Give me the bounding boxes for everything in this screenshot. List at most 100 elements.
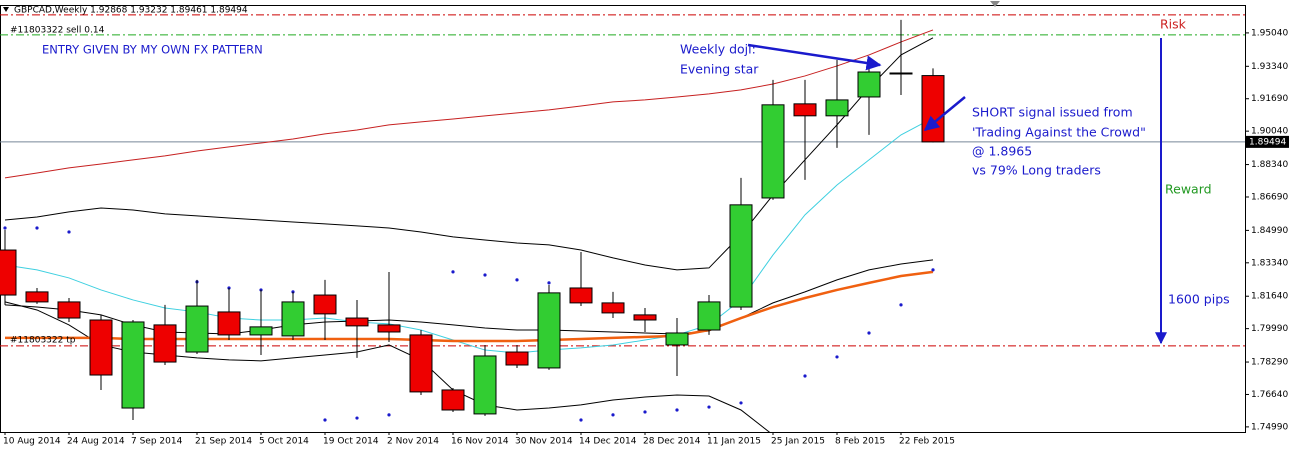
title-icon (3, 7, 9, 12)
arrow (923, 96, 966, 131)
y-tick-label: 1.79990 (1251, 324, 1288, 334)
candle-body (0, 249, 17, 296)
sar-dot (803, 374, 807, 378)
x-tick-label: 30 Nov 2014 (515, 437, 573, 447)
candle-body (825, 99, 849, 117)
sar-dot (355, 416, 359, 420)
annotation: Weekly doji: (680, 42, 756, 57)
candle-body (313, 294, 337, 315)
x-tick-label: 28 Dec 2014 (643, 437, 701, 447)
candle-body (377, 324, 401, 333)
sar-dot (931, 268, 935, 272)
annotation: @ 1.8965 (972, 144, 1032, 159)
annotation: vs 79% Long traders (972, 163, 1101, 178)
x-tick-label: 2 Nov 2014 (387, 437, 439, 447)
sar-dot (707, 405, 711, 409)
order-label: #11803322 sell 0.14 (10, 25, 105, 35)
candle-body (889, 72, 913, 75)
candle-body (633, 314, 657, 321)
x-tick-label: 19 Oct 2014 (323, 437, 379, 447)
x-tick-label: 21 Sep 2014 (195, 437, 252, 447)
labels: GBPCAD,Weekly 1.92868 1.93232 1.89461 1.… (3, 6, 1289, 447)
y-tick-label: 1.83340 (1251, 258, 1288, 268)
candle-body (409, 334, 433, 393)
sar-dot (483, 273, 487, 277)
order-label: #11803322 tp (10, 335, 76, 345)
sar-dot (835, 355, 839, 359)
chart-title: GBPCAD,Weekly 1.92868 1.93232 1.89461 1.… (14, 6, 248, 16)
x-tick-label: 22 Feb 2015 (899, 437, 955, 447)
candle-body (793, 103, 817, 117)
x-tick-label: 24 Aug 2014 (67, 437, 125, 447)
x-tick-label: 8 Feb 2015 (835, 437, 885, 447)
sar-dot (579, 418, 583, 422)
y-tick-label: 1.93340 (1251, 62, 1288, 72)
y-tick-label: 1.81640 (1251, 292, 1288, 302)
sar-dot (547, 281, 551, 285)
plot-frame (0, 5, 1246, 433)
candle-body (281, 301, 305, 337)
candle-body (57, 301, 81, 319)
y-tick-label: 1.95040 (1251, 28, 1288, 38)
candle-body (697, 301, 721, 331)
y-tick-label: 1.90040 (1251, 127, 1288, 137)
sar-dot (899, 303, 903, 307)
x-tick-label: 16 Nov 2014 (451, 437, 509, 447)
candle-body (249, 326, 273, 336)
candle-body (217, 311, 241, 336)
arrow (747, 43, 882, 71)
candle-body (89, 319, 113, 376)
indicator-line (4, 117, 934, 354)
sar-dot (387, 413, 391, 417)
x-tick-label: 5 Oct 2014 (259, 437, 309, 447)
y-tick-label: 1.74990 (1251, 422, 1288, 432)
price-label: 1.89494 (1249, 137, 1286, 147)
candle-body (25, 291, 49, 303)
candle-body (665, 332, 689, 346)
x-tick-label: 7 Sep 2014 (131, 437, 183, 447)
annotation: Evening star (680, 62, 759, 77)
annotation: ENTRY GIVEN BY MY OWN FX PATTERN (42, 43, 263, 57)
x-tick-label: 14 Dec 2014 (579, 437, 637, 447)
sar-dot (3, 226, 7, 230)
candle-body (729, 204, 753, 308)
candle-body (473, 355, 497, 415)
annotation: Reward (1165, 182, 1212, 197)
y-tick-label: 1.76640 (1251, 390, 1288, 400)
plot-area (0, 14, 1245, 432)
shift-marker (990, 1, 1000, 7)
sar-dot (451, 270, 455, 274)
annotation: SHORT signal issued from (972, 105, 1133, 120)
sar-dot (739, 401, 743, 405)
y-tick-label: 1.91690 (1251, 94, 1288, 104)
candle-body (601, 302, 625, 314)
sar-dot (67, 230, 71, 234)
price-label-box (1246, 135, 1289, 148)
sar-dot (35, 226, 39, 230)
candle-body (121, 321, 145, 409)
y-tick-label: 1.88340 (1251, 160, 1288, 170)
candle-body (505, 351, 529, 366)
candle-body (921, 75, 945, 143)
candle-body (345, 317, 369, 327)
annotation: Risk (1160, 17, 1187, 32)
indicator-line (4, 29, 934, 179)
x-tick-label: 10 Aug 2014 (3, 437, 61, 447)
sar-dot (867, 331, 871, 335)
indicator-line (4, 37, 934, 271)
candle-body (185, 305, 209, 353)
y-tick-label: 1.84990 (1251, 226, 1288, 236)
annotation: 1600 pips (1168, 292, 1230, 307)
sar-dot (323, 418, 327, 422)
candle-body (153, 324, 177, 363)
y-tick-label: 1.86690 (1251, 192, 1288, 202)
candle-body (537, 292, 561, 369)
sar-dot (611, 413, 615, 417)
candle-body (569, 287, 593, 304)
candle-body (441, 389, 465, 411)
candle-body (761, 104, 785, 199)
x-tick-label: 25 Jan 2015 (771, 437, 825, 447)
sar-dot (515, 278, 519, 282)
sar-dot (675, 408, 679, 412)
